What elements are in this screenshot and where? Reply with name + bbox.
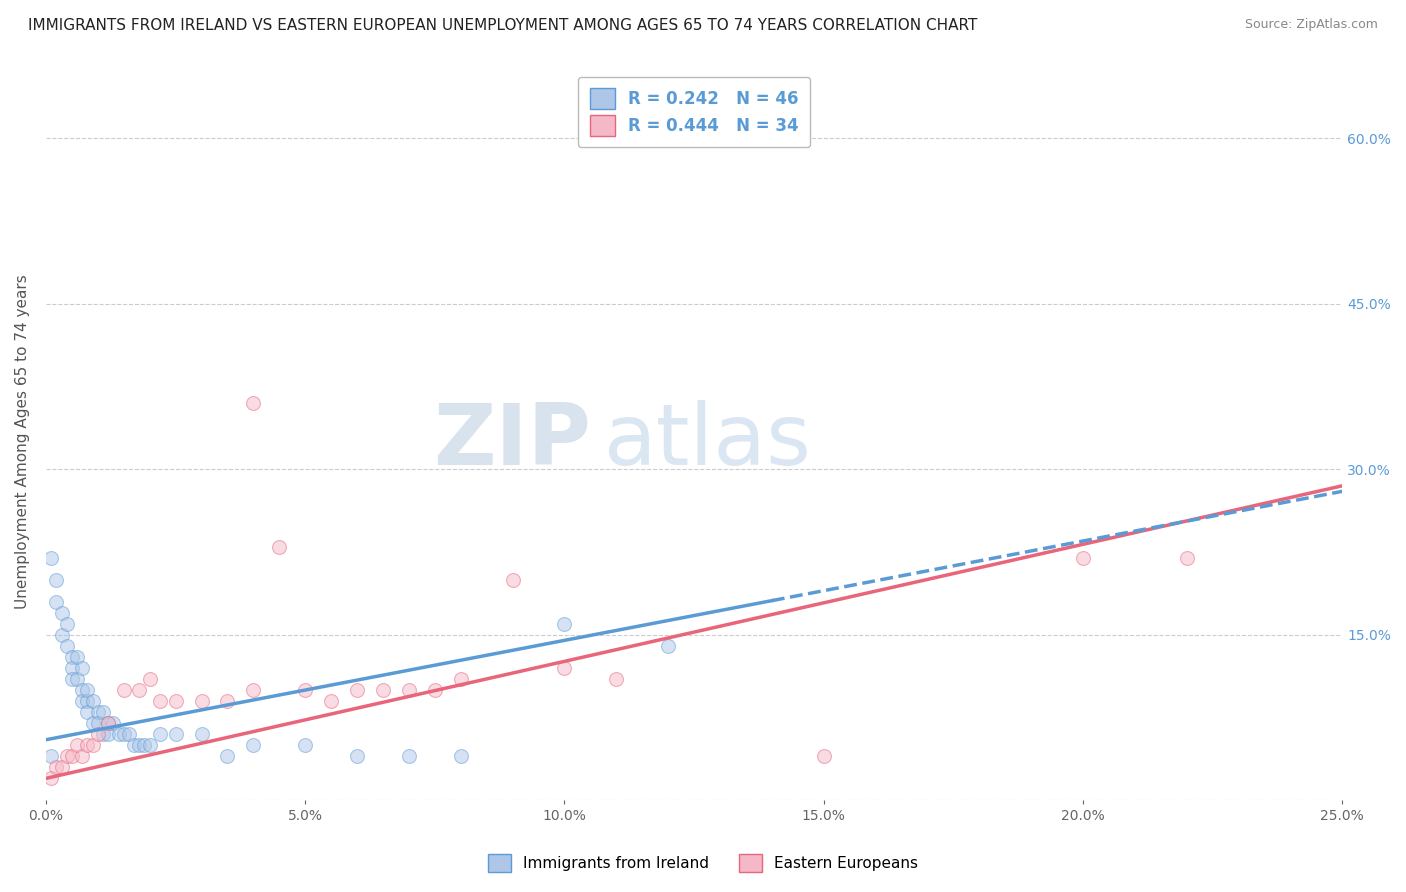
Point [51,628,73,642]
Point [149,694,172,708]
Point [138,738,160,752]
Point [398,683,420,698]
Point [39,772,62,786]
Point [112,727,135,741]
Point [82,694,104,708]
Point [45,595,67,609]
Point [51,760,73,774]
Point [76,694,98,708]
Point [165,727,187,741]
Point [55,749,77,764]
Point [51,606,73,620]
Text: ZIP: ZIP [433,401,591,483]
Point [72,661,94,675]
Point [1071,550,1094,565]
Point [91,727,114,741]
Point [242,396,264,410]
Point [242,738,264,752]
Point [269,540,291,554]
Point [294,683,316,698]
Point [55,616,77,631]
Point [346,683,368,698]
Point [87,716,110,731]
Point [190,694,212,708]
Point [76,683,98,698]
Point [294,738,316,752]
Point [72,749,94,764]
Point [103,716,125,731]
Point [122,738,145,752]
Point [76,705,98,719]
Point [97,716,120,731]
Point [66,738,89,752]
Text: Source: ZipAtlas.com: Source: ZipAtlas.com [1244,18,1378,31]
Point [72,683,94,698]
Text: IMMIGRANTS FROM IRELAND VS EASTERN EUROPEAN UNEMPLOYMENT AMONG AGES 65 TO 74 YEA: IMMIGRANTS FROM IRELAND VS EASTERN EUROP… [28,18,977,33]
Point [605,672,627,686]
Point [87,705,110,719]
Point [450,749,472,764]
Point [502,573,524,587]
Point [107,727,129,741]
Point [76,738,98,752]
Point [657,639,679,653]
Point [45,760,67,774]
Point [91,705,114,719]
Point [321,694,343,708]
Point [149,727,172,741]
Point [118,727,141,741]
Point [55,639,77,653]
Point [82,716,104,731]
Point [1175,550,1198,565]
Point [128,738,150,752]
Point [138,672,160,686]
Point [398,749,420,764]
Point [112,683,135,698]
Point [45,573,67,587]
Point [128,683,150,698]
Point [371,683,394,698]
Point [66,672,89,686]
Point [60,672,83,686]
Point [87,727,110,741]
Point [346,749,368,764]
Y-axis label: Unemployment Among Ages 65 to 74 years: Unemployment Among Ages 65 to 74 years [15,274,30,609]
Point [60,749,83,764]
Point [60,661,83,675]
Point [553,661,575,675]
Point [72,694,94,708]
Point [165,694,187,708]
Point [242,683,264,698]
Point [66,649,89,664]
Point [553,616,575,631]
Legend: R = 0.242   N = 46, R = 0.444   N = 34: R = 0.242 N = 46, R = 0.444 N = 34 [578,77,810,147]
Point [450,672,472,686]
Point [190,727,212,741]
Point [217,749,239,764]
Text: atlas: atlas [603,401,811,483]
Point [134,738,156,752]
Point [813,749,835,764]
Point [39,550,62,565]
Legend: Immigrants from Ireland, Eastern Europeans: Immigrants from Ireland, Eastern Europea… [479,846,927,880]
Point [97,716,120,731]
Point [217,694,239,708]
Point [423,683,446,698]
Point [97,727,120,741]
Point [60,649,83,664]
Point [82,738,104,752]
Point [39,749,62,764]
